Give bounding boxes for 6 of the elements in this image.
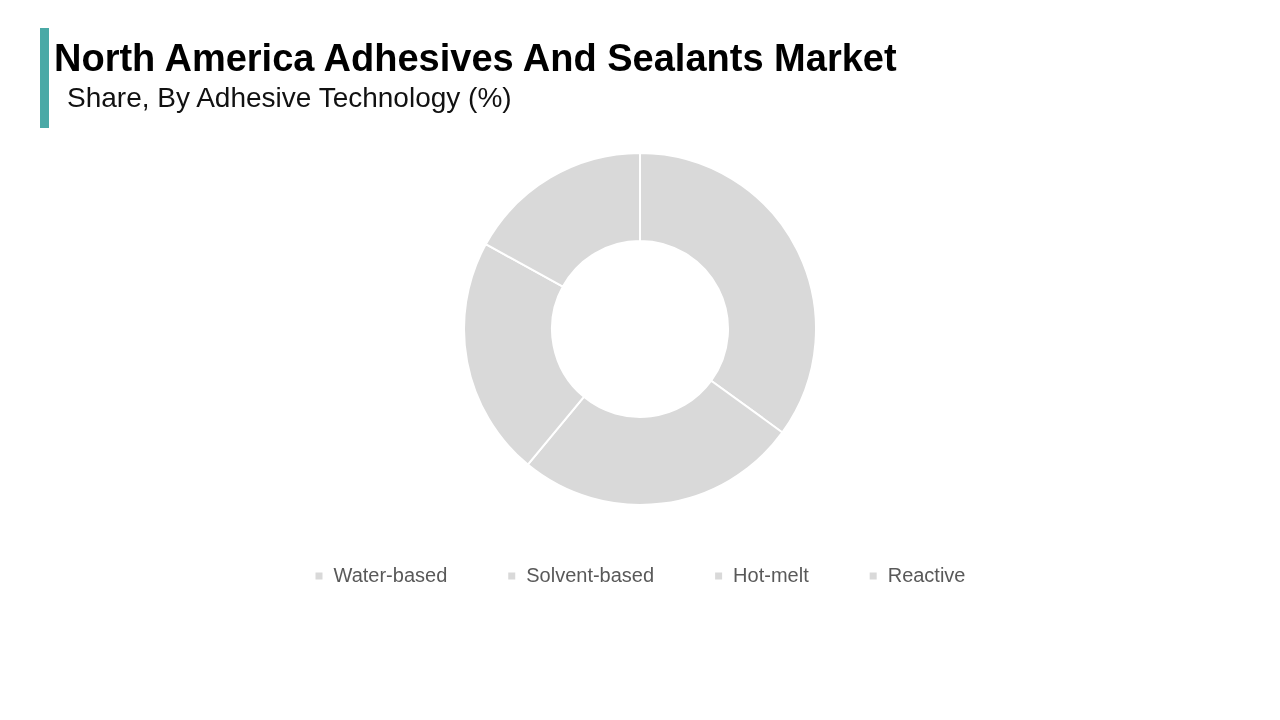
legend-label: Solvent-based — [526, 563, 655, 586]
chart-title: North America Adhesives And Sealants Market — [54, 36, 898, 80]
legend-label: Hot-melt — [733, 563, 810, 586]
legend-label: Water-based — [333, 563, 448, 586]
chart-subtitle: Share, By Adhesive Technology (%) — [67, 81, 513, 115]
legend-label: Reactive — [887, 563, 966, 586]
